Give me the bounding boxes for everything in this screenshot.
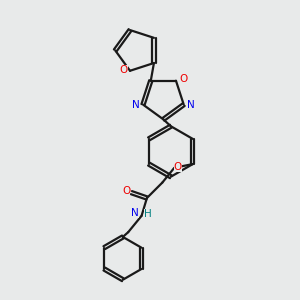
Text: O: O: [119, 65, 128, 75]
Text: O: O: [174, 162, 182, 172]
Text: H: H: [144, 209, 152, 219]
Text: N: N: [187, 100, 195, 110]
Text: O: O: [122, 186, 130, 196]
Text: O: O: [179, 74, 188, 84]
Text: N: N: [132, 100, 140, 110]
Text: N: N: [131, 208, 139, 218]
